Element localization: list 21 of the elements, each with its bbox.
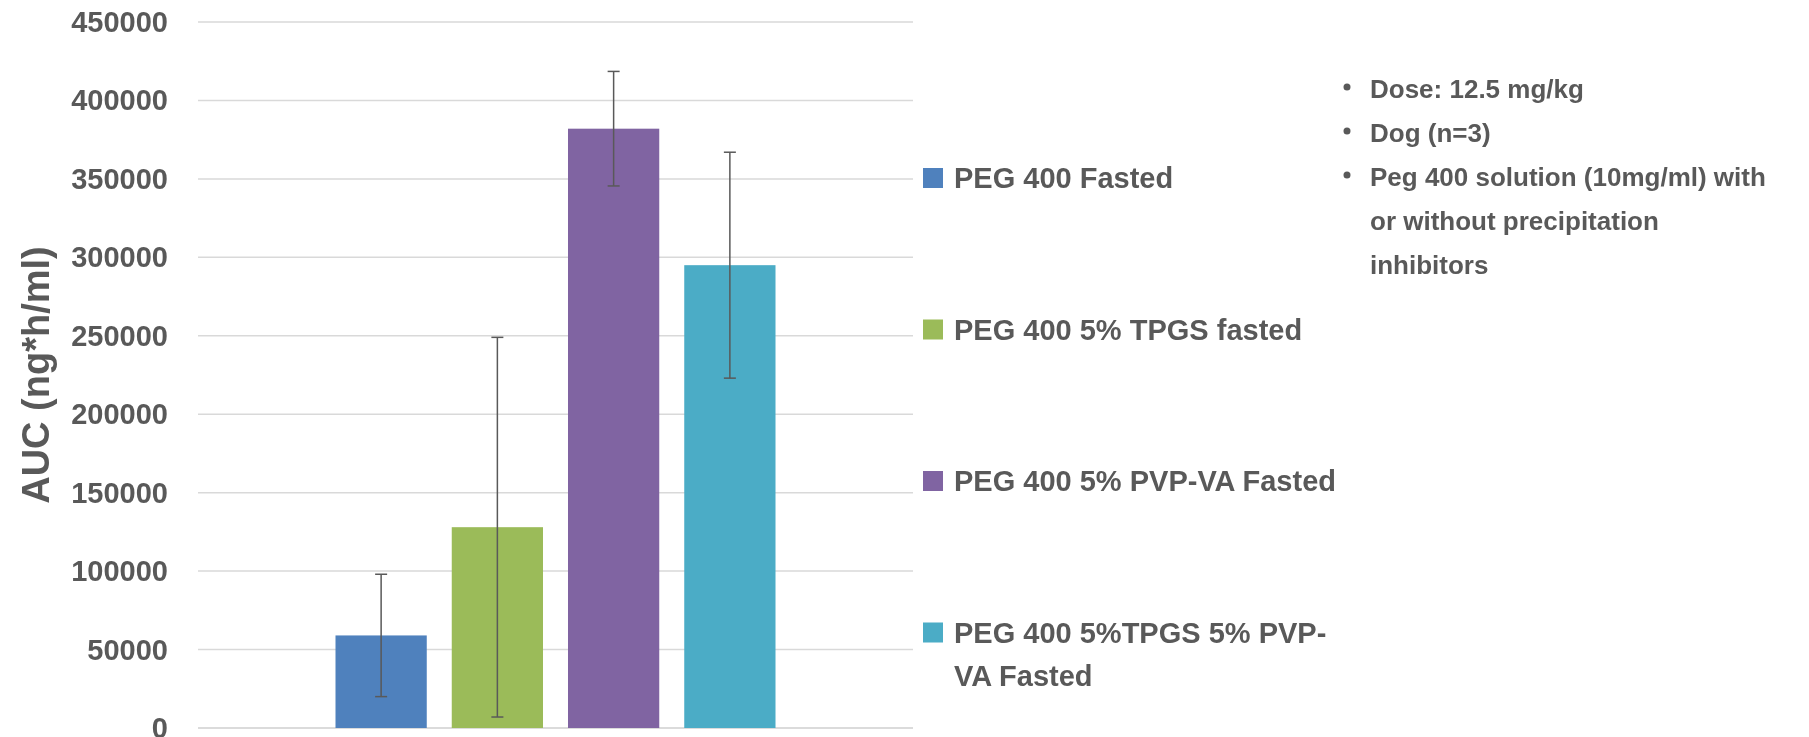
y-tick-label: 50000	[87, 633, 168, 666]
legend-label: PEG 400 5%TPGS 5% PVP-VA Fasted	[954, 616, 1327, 692]
y-tick-label: 400000	[71, 84, 168, 117]
text: Peg 400 solution (10mg/ml) with or without precipitation inhibitors	[1370, 162, 1766, 280]
bar	[684, 265, 776, 728]
y-tick-label: 200000	[71, 398, 168, 431]
text: Dose: 12.5 mg/kg	[1370, 74, 1584, 104]
legend-label: PEG 400 5% PVP-VA Fasted	[954, 465, 1336, 497]
y-tick-label: 250000	[71, 319, 168, 352]
y-tick-label: 150000	[71, 476, 168, 509]
bar	[451, 527, 543, 728]
legend-label: PEG 400 5% TPGS fasted	[954, 313, 1303, 346]
legend-label: PEG 400 Fasted	[954, 162, 1174, 194]
y-tick-label: 450000	[71, 6, 168, 38]
y-tick-label: 350000	[71, 162, 168, 195]
y-tick-label: 300000	[71, 241, 168, 274]
y-tick-label: 100000	[71, 555, 168, 588]
text: Dog (n=3)	[1370, 118, 1491, 148]
bar	[568, 128, 660, 728]
y-axis-title: AUC (ng*h/ml)	[15, 246, 57, 504]
bar	[335, 635, 427, 728]
